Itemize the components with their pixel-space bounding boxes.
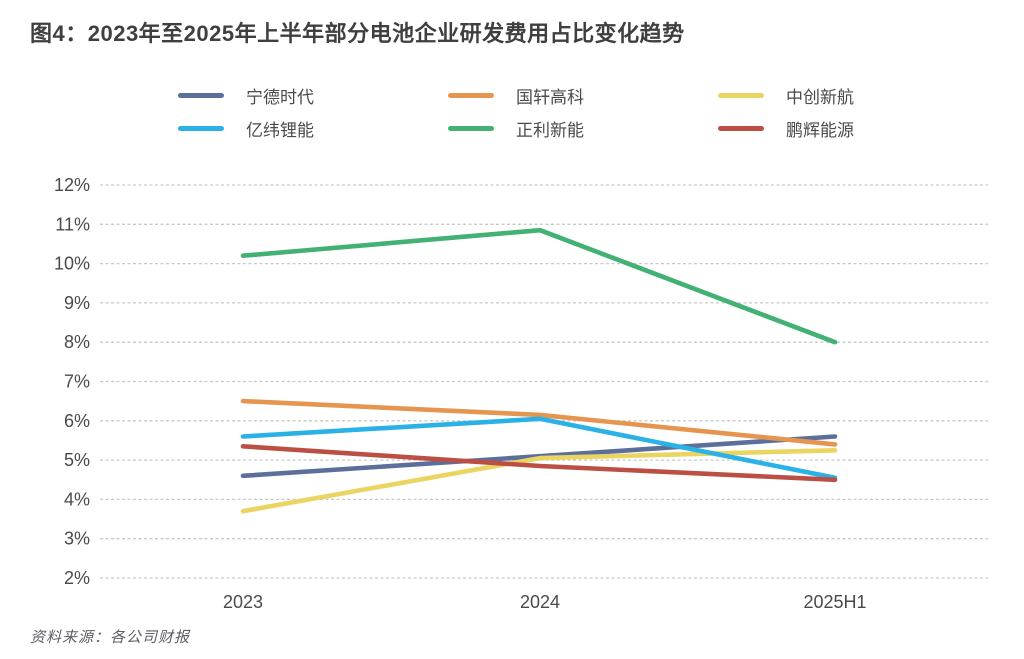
legend-item-guoxuan-gaoke: 国轩高科 (448, 82, 584, 108)
legend-color-swatch-yiwei-lineng (178, 125, 224, 131)
legend-label-ningde-shidai: 宁德时代 (246, 87, 314, 107)
legend-item-zhongchuang-xinhang: 中创新航 (718, 82, 854, 108)
y-tick-label: 5% (64, 450, 90, 470)
legend-label-yiwei-lineng: 亿纬锂能 (246, 120, 314, 140)
y-tick-label: 2% (64, 568, 90, 588)
y-tick-label: 10% (54, 254, 90, 274)
x-tick-label: 2024 (520, 592, 560, 612)
y-tick-label: 3% (64, 529, 90, 549)
legend-label-penghui-nengyuan: 鹏辉能源 (786, 120, 854, 140)
legend-color-swatch-zhengli-xinneng (448, 125, 494, 131)
y-tick-label: 12% (54, 175, 90, 195)
series-line-yiwei-lineng (240, 416, 838, 481)
x-tick-label: 2023 (223, 592, 263, 612)
legend-label-zhengli-xinneng: 正利新能 (516, 120, 584, 140)
series-line-penghui-nengyuan (240, 443, 838, 483)
legend-item-yiwei-lineng: 亿纬锂能 (178, 115, 314, 141)
y-tick-label: 8% (64, 332, 90, 352)
y-tick-label: 4% (64, 489, 90, 509)
legend-color-swatch-penghui-nengyuan (718, 125, 764, 131)
series-line-zhongchuang-xinhang (240, 447, 838, 514)
chart-legend: 宁德时代 国轩高科 中创新航亿纬锂能 正利新能 鹏辉能源 (0, 82, 1024, 152)
data-source-note: 资料来源：各公司财报 (30, 629, 191, 646)
y-tick-label: 11% (55, 214, 90, 234)
y-tick-label: 9% (64, 293, 90, 313)
y-tick-label: 6% (64, 411, 90, 431)
legend-item-zhengli-xinneng: 正利新能 (448, 115, 584, 141)
chart-title: 图4：2023年至2025年上半年部分电池企业研发费用占比变化趋势 (30, 21, 685, 46)
series-line-guoxuan-gaoke (240, 398, 838, 447)
x-tick-label: 2025H1 (803, 592, 866, 612)
series-line-zhengli-xinneng (240, 227, 838, 345)
legend-item-penghui-nengyuan: 鹏辉能源 (718, 115, 854, 141)
legend-label-guoxuan-gaoke: 国轩高科 (516, 87, 584, 107)
legend-item-ningde-shidai: 宁德时代 (178, 82, 314, 108)
y-tick-label: 7% (64, 372, 90, 392)
legend-label-zhongchuang-xinhang: 中创新航 (786, 87, 854, 107)
legend-color-swatch-zhongchuang-xinhang (718, 92, 764, 98)
legend-color-swatch-ningde-shidai (178, 92, 224, 98)
legend-color-swatch-guoxuan-gaoke (448, 92, 494, 98)
